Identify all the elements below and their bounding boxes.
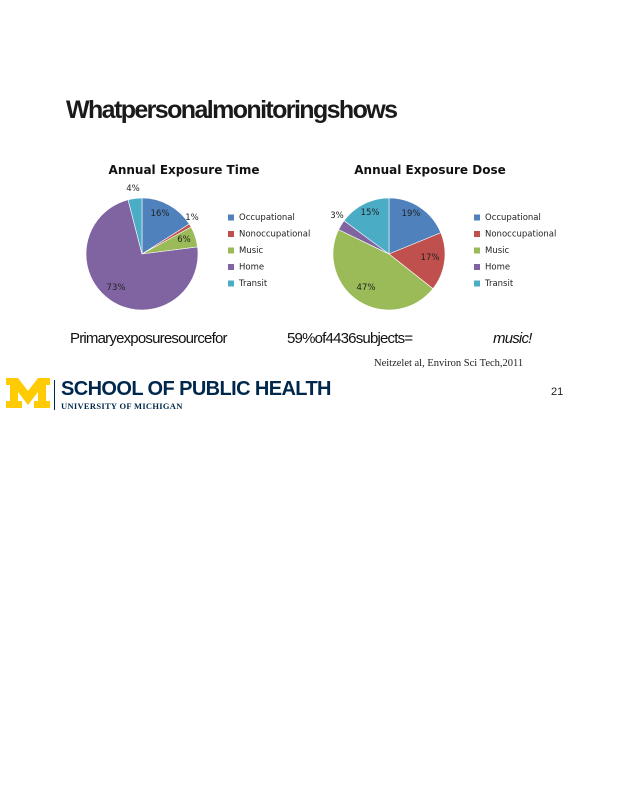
data-label-transit: 15% (361, 208, 380, 218)
legend-swatch-nonoccupational (228, 231, 234, 237)
chart-title: Annual Exposure Dose (354, 163, 505, 177)
legend-swatch-music (228, 247, 234, 254)
logo-divider (54, 380, 55, 410)
data-label-music: 47% (357, 283, 376, 293)
school-name: SCHOOL OF PUBLIC HEALTH (61, 378, 332, 400)
note-primary-source: Primaryexposuresourcefor (70, 330, 228, 347)
pie-slice-music (332, 229, 434, 311)
data-label-home: 73% (107, 283, 126, 293)
legend-swatch-home (474, 264, 480, 270)
data-label-occupational: 19% (402, 209, 421, 219)
university-m-logo (6, 378, 50, 408)
legend-label-transit: Transit (238, 279, 268, 289)
legend-label-transit: Transit (484, 279, 514, 289)
legend-swatch-transit (228, 280, 234, 287)
note-music: music! (493, 330, 532, 347)
pie-slice-transit (343, 197, 390, 255)
legend-label-occupational: Occupational (239, 213, 295, 223)
legend-label-occupational: Occupational (485, 213, 541, 223)
legend-swatch-home (228, 264, 234, 270)
legend-swatch-nonoccupational (474, 231, 480, 237)
charts-area: Annual Exposure Time 16% 1% 6% 73% 4% Occupa… (85, 163, 556, 311)
pie-slice-nonoccupational (388, 232, 446, 290)
slide-title: Whatpersonalmonitoringshows (66, 96, 398, 124)
pie-slice-home (85, 199, 199, 311)
page-number: 21 (551, 386, 564, 398)
legend-label-music: Music (485, 246, 510, 256)
citation: Neitzelet al, Environ Sci Tech,2011 (374, 358, 524, 369)
legend-label-nonoccupational: Nonoccupational (239, 230, 310, 240)
legend-label-home: Home (239, 263, 264, 273)
note-subject-count: 59%of4436subjects= (287, 330, 413, 347)
legend-label-music: Music (239, 246, 264, 256)
data-label-home: 3% (330, 211, 344, 221)
legend-swatch-music (474, 247, 480, 254)
data-label-occupational: 16% (151, 209, 170, 219)
legend-label-home: Home (485, 263, 510, 273)
pie-slice-occupational (141, 197, 190, 255)
data-label-music: 6% (177, 235, 191, 245)
legend-swatch-transit (474, 280, 480, 287)
legend-swatch-occupational (474, 214, 480, 221)
data-label-transit: 4% (126, 184, 140, 194)
chart-annual-exposure-time: Annual Exposure Time 16% 1% 6% 73% 4% Occupa… (85, 163, 310, 311)
chart-annual-exposure-dose: Annual Exposure Dose 19% 17% 47% 3% 15% Occu… (330, 163, 556, 311)
pie-slice-transit (127, 197, 143, 255)
data-label-nonoccupational: 17% (421, 253, 440, 263)
legend-swatch-occupational (228, 214, 234, 221)
pie-slice-occupational (388, 197, 442, 255)
university-name: UNIVERSITY OF MICHIGAN (61, 401, 183, 411)
legend-label-nonoccupational: Nonoccupational (485, 230, 556, 240)
chart-title: Annual Exposure Time (109, 163, 260, 177)
data-label-nonoccupational: 1% (185, 213, 199, 223)
